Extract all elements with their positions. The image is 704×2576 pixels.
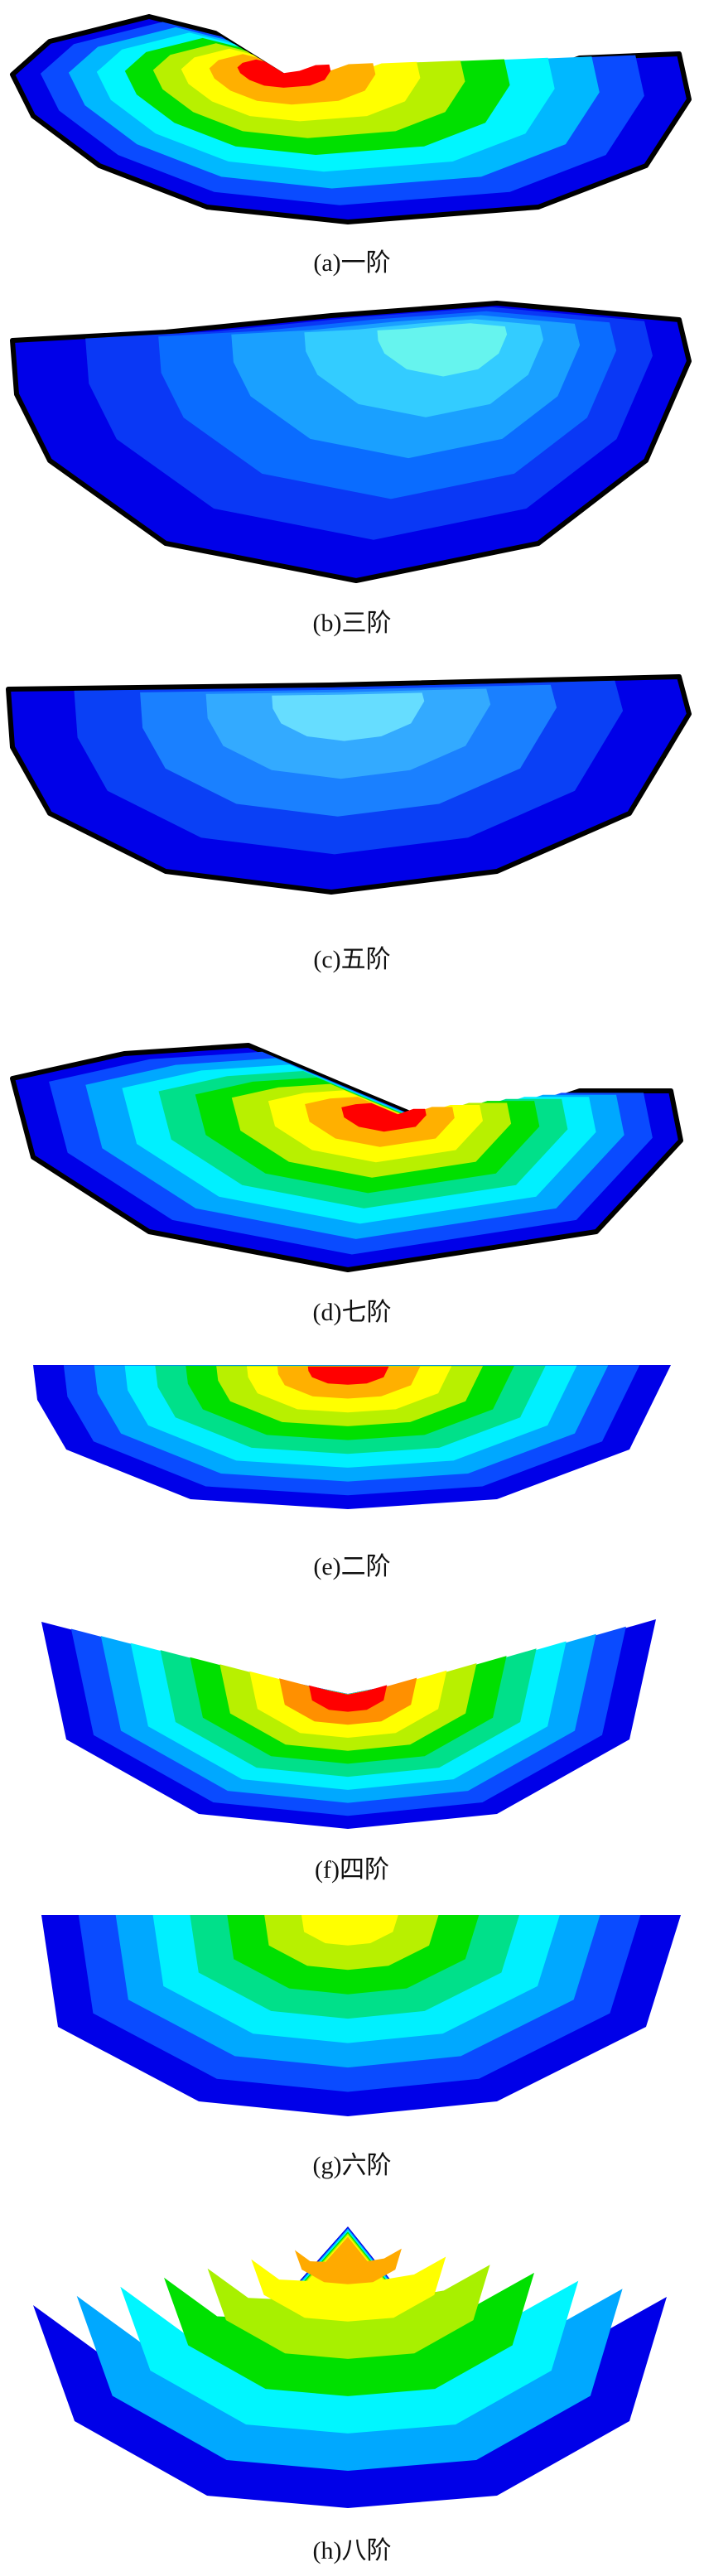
contour-band-b-5 (377, 323, 508, 377)
caption-g: (g)六阶 (312, 2152, 392, 2179)
caption-e: (e)二阶 (313, 1553, 391, 1580)
mode-shape-d (0, 1041, 704, 1273)
contour-plot-h (33, 2226, 667, 2508)
mode-shape-b (0, 295, 704, 585)
contour-band-d-9 (341, 1102, 427, 1132)
contour-plot-e (33, 1365, 671, 1509)
caption-d: (d)七阶 (312, 1299, 392, 1326)
mode-shape-a (0, 8, 704, 225)
contour-band-c-4 (272, 692, 425, 741)
caption-c: (c)五阶 (313, 946, 391, 973)
caption-h: (h)八阶 (312, 2537, 392, 2564)
contour-band-g-7 (301, 1915, 398, 1946)
mode-shape-e (0, 1358, 704, 1512)
contour-plot-a (10, 14, 692, 224)
caption-f: (f)四阶 (315, 1856, 389, 1884)
caption-a: (a)一阶 (313, 249, 391, 277)
contour-band-e-9 (307, 1366, 389, 1385)
contour-band-f-9 (309, 1685, 388, 1712)
contour-plot-d (10, 1043, 683, 1272)
contour-plot-c (6, 674, 692, 895)
contour-band-h-6 (294, 2236, 402, 2284)
mode-shape-g (0, 1911, 704, 2118)
mode-shape-c (0, 664, 704, 896)
contour-plot-f (41, 1619, 656, 1829)
contour-band-a-8 (237, 59, 331, 88)
mode-shape-h (0, 2222, 704, 2512)
caption-b: (b)三阶 (312, 610, 392, 637)
mode-shape-f (0, 1615, 704, 1831)
contour-plot-g (41, 1915, 681, 2116)
contour-plot-b (10, 301, 692, 583)
